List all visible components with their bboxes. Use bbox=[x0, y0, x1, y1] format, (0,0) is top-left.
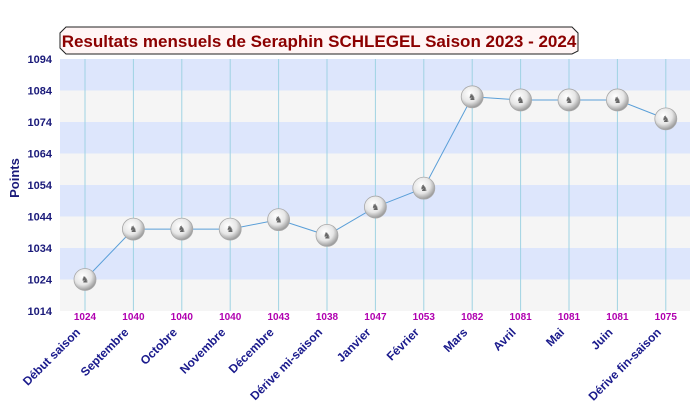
vertical-gridlines bbox=[84, 59, 667, 311]
x-tick-label: Mars bbox=[441, 325, 471, 355]
data-point-marker bbox=[121, 217, 145, 241]
chess-knight-icon: ♞ bbox=[517, 96, 525, 106]
data-label: 1024 bbox=[74, 312, 97, 323]
x-tick-label: Janvier bbox=[334, 325, 374, 365]
x-tick-label: Septembre bbox=[78, 325, 132, 379]
y-tick-label: 1044 bbox=[28, 212, 53, 224]
data-point-marker bbox=[218, 217, 242, 241]
y-tick-label: 1034 bbox=[28, 243, 53, 255]
data-point-marker bbox=[606, 88, 629, 112]
data-label: 1038 bbox=[316, 312, 339, 323]
data-label: 1040 bbox=[171, 312, 194, 323]
data-point: ♞ bbox=[170, 217, 194, 241]
x-tick-label: Février bbox=[384, 325, 422, 363]
series-layer: ♞ ♞ ♞ ♞ ♞ ♞ ♞ ♞ ♞ ♞ ♞ ♞ ♞ bbox=[73, 85, 678, 291]
data-point: ♞ bbox=[363, 195, 387, 219]
y-tick-label: 1064 bbox=[28, 149, 53, 161]
chess-knight-icon: ♞ bbox=[226, 225, 234, 235]
y-axis-label: Points bbox=[7, 158, 22, 198]
data-point-marker bbox=[267, 208, 291, 232]
x-tick-label: Novembre bbox=[177, 325, 229, 377]
data-point: ♞ bbox=[218, 217, 242, 241]
data-point: ♞ bbox=[460, 85, 484, 109]
data-point: ♞ bbox=[412, 176, 436, 200]
data-point: ♞ bbox=[315, 223, 339, 247]
title-group: Resultats mensuels de Seraphin SCHLEGEL … bbox=[59, 26, 579, 55]
y-axis-label-group: Points bbox=[7, 158, 22, 198]
y-tick-label: 1014 bbox=[28, 306, 53, 318]
x-tick-label: Avril bbox=[490, 325, 518, 353]
chess-knight-icon: ♞ bbox=[129, 225, 137, 235]
chess-knight-icon: ♞ bbox=[323, 231, 331, 241]
data-label: 1047 bbox=[364, 312, 387, 323]
x-tick-label: Juin bbox=[588, 325, 615, 352]
chess-knight-icon: ♞ bbox=[565, 96, 573, 106]
data-label: 1081 bbox=[509, 312, 532, 323]
chess-knight-icon: ♞ bbox=[371, 203, 379, 213]
x-tick-label: Décembre bbox=[226, 325, 277, 376]
chess-knight-icon: ♞ bbox=[420, 184, 428, 194]
y-tick-label: 1054 bbox=[28, 180, 53, 192]
data-point-marker bbox=[509, 88, 532, 112]
x-tick-label: Début saison bbox=[20, 325, 83, 388]
data-point: ♞ bbox=[73, 268, 97, 291]
chart-title: Resultats mensuels de Seraphin SCHLEGEL … bbox=[62, 32, 577, 51]
y-tick-label: 1094 bbox=[28, 54, 53, 66]
chess-knight-icon: ♞ bbox=[468, 93, 476, 103]
chess-knight-icon: ♞ bbox=[613, 96, 621, 106]
data-label: 1075 bbox=[655, 312, 678, 323]
data-point: ♞ bbox=[654, 107, 678, 131]
x-tick-label: Mai bbox=[543, 325, 567, 349]
data-point-marker bbox=[654, 107, 678, 131]
chess-knight-icon: ♞ bbox=[178, 225, 186, 235]
data-label: 1040 bbox=[122, 312, 145, 323]
data-point-marker bbox=[73, 268, 97, 291]
y-axis-ticks: 1014 1024 1034 1044 1054 1064 1074 1084 1094 bbox=[28, 54, 53, 318]
data-point-marker bbox=[412, 176, 436, 200]
data-point: ♞ bbox=[606, 88, 629, 112]
title-box bbox=[59, 26, 579, 55]
data-label: 1053 bbox=[413, 312, 436, 323]
data-label: 1081 bbox=[606, 312, 629, 323]
data-label: 1081 bbox=[558, 312, 581, 323]
data-labels: 1024 1040 1040 1040 1043 1038 1047 1053 1082 1081… bbox=[74, 312, 677, 323]
y-tick-label: 1024 bbox=[28, 275, 53, 287]
data-point: ♞ bbox=[267, 208, 291, 232]
x-tick-label: Octobre bbox=[137, 325, 180, 368]
data-point-marker bbox=[557, 88, 581, 112]
data-point: ♞ bbox=[557, 88, 581, 112]
chess-knight-icon: ♞ bbox=[275, 216, 283, 226]
data-label: 1043 bbox=[267, 312, 290, 323]
data-point-marker bbox=[170, 217, 194, 241]
data-point-marker bbox=[460, 85, 484, 109]
data-point: ♞ bbox=[121, 217, 145, 241]
y-tick-label: 1084 bbox=[28, 86, 53, 98]
data-point-marker bbox=[363, 195, 387, 219]
chess-knight-icon: ♞ bbox=[81, 276, 89, 286]
data-point-marker bbox=[315, 223, 339, 247]
data-label: 1040 bbox=[219, 312, 242, 323]
chess-knight-icon: ♞ bbox=[662, 115, 670, 125]
data-point: ♞ bbox=[509, 88, 532, 112]
y-tick-label: 1074 bbox=[28, 117, 53, 129]
data-label: 1082 bbox=[461, 312, 484, 323]
